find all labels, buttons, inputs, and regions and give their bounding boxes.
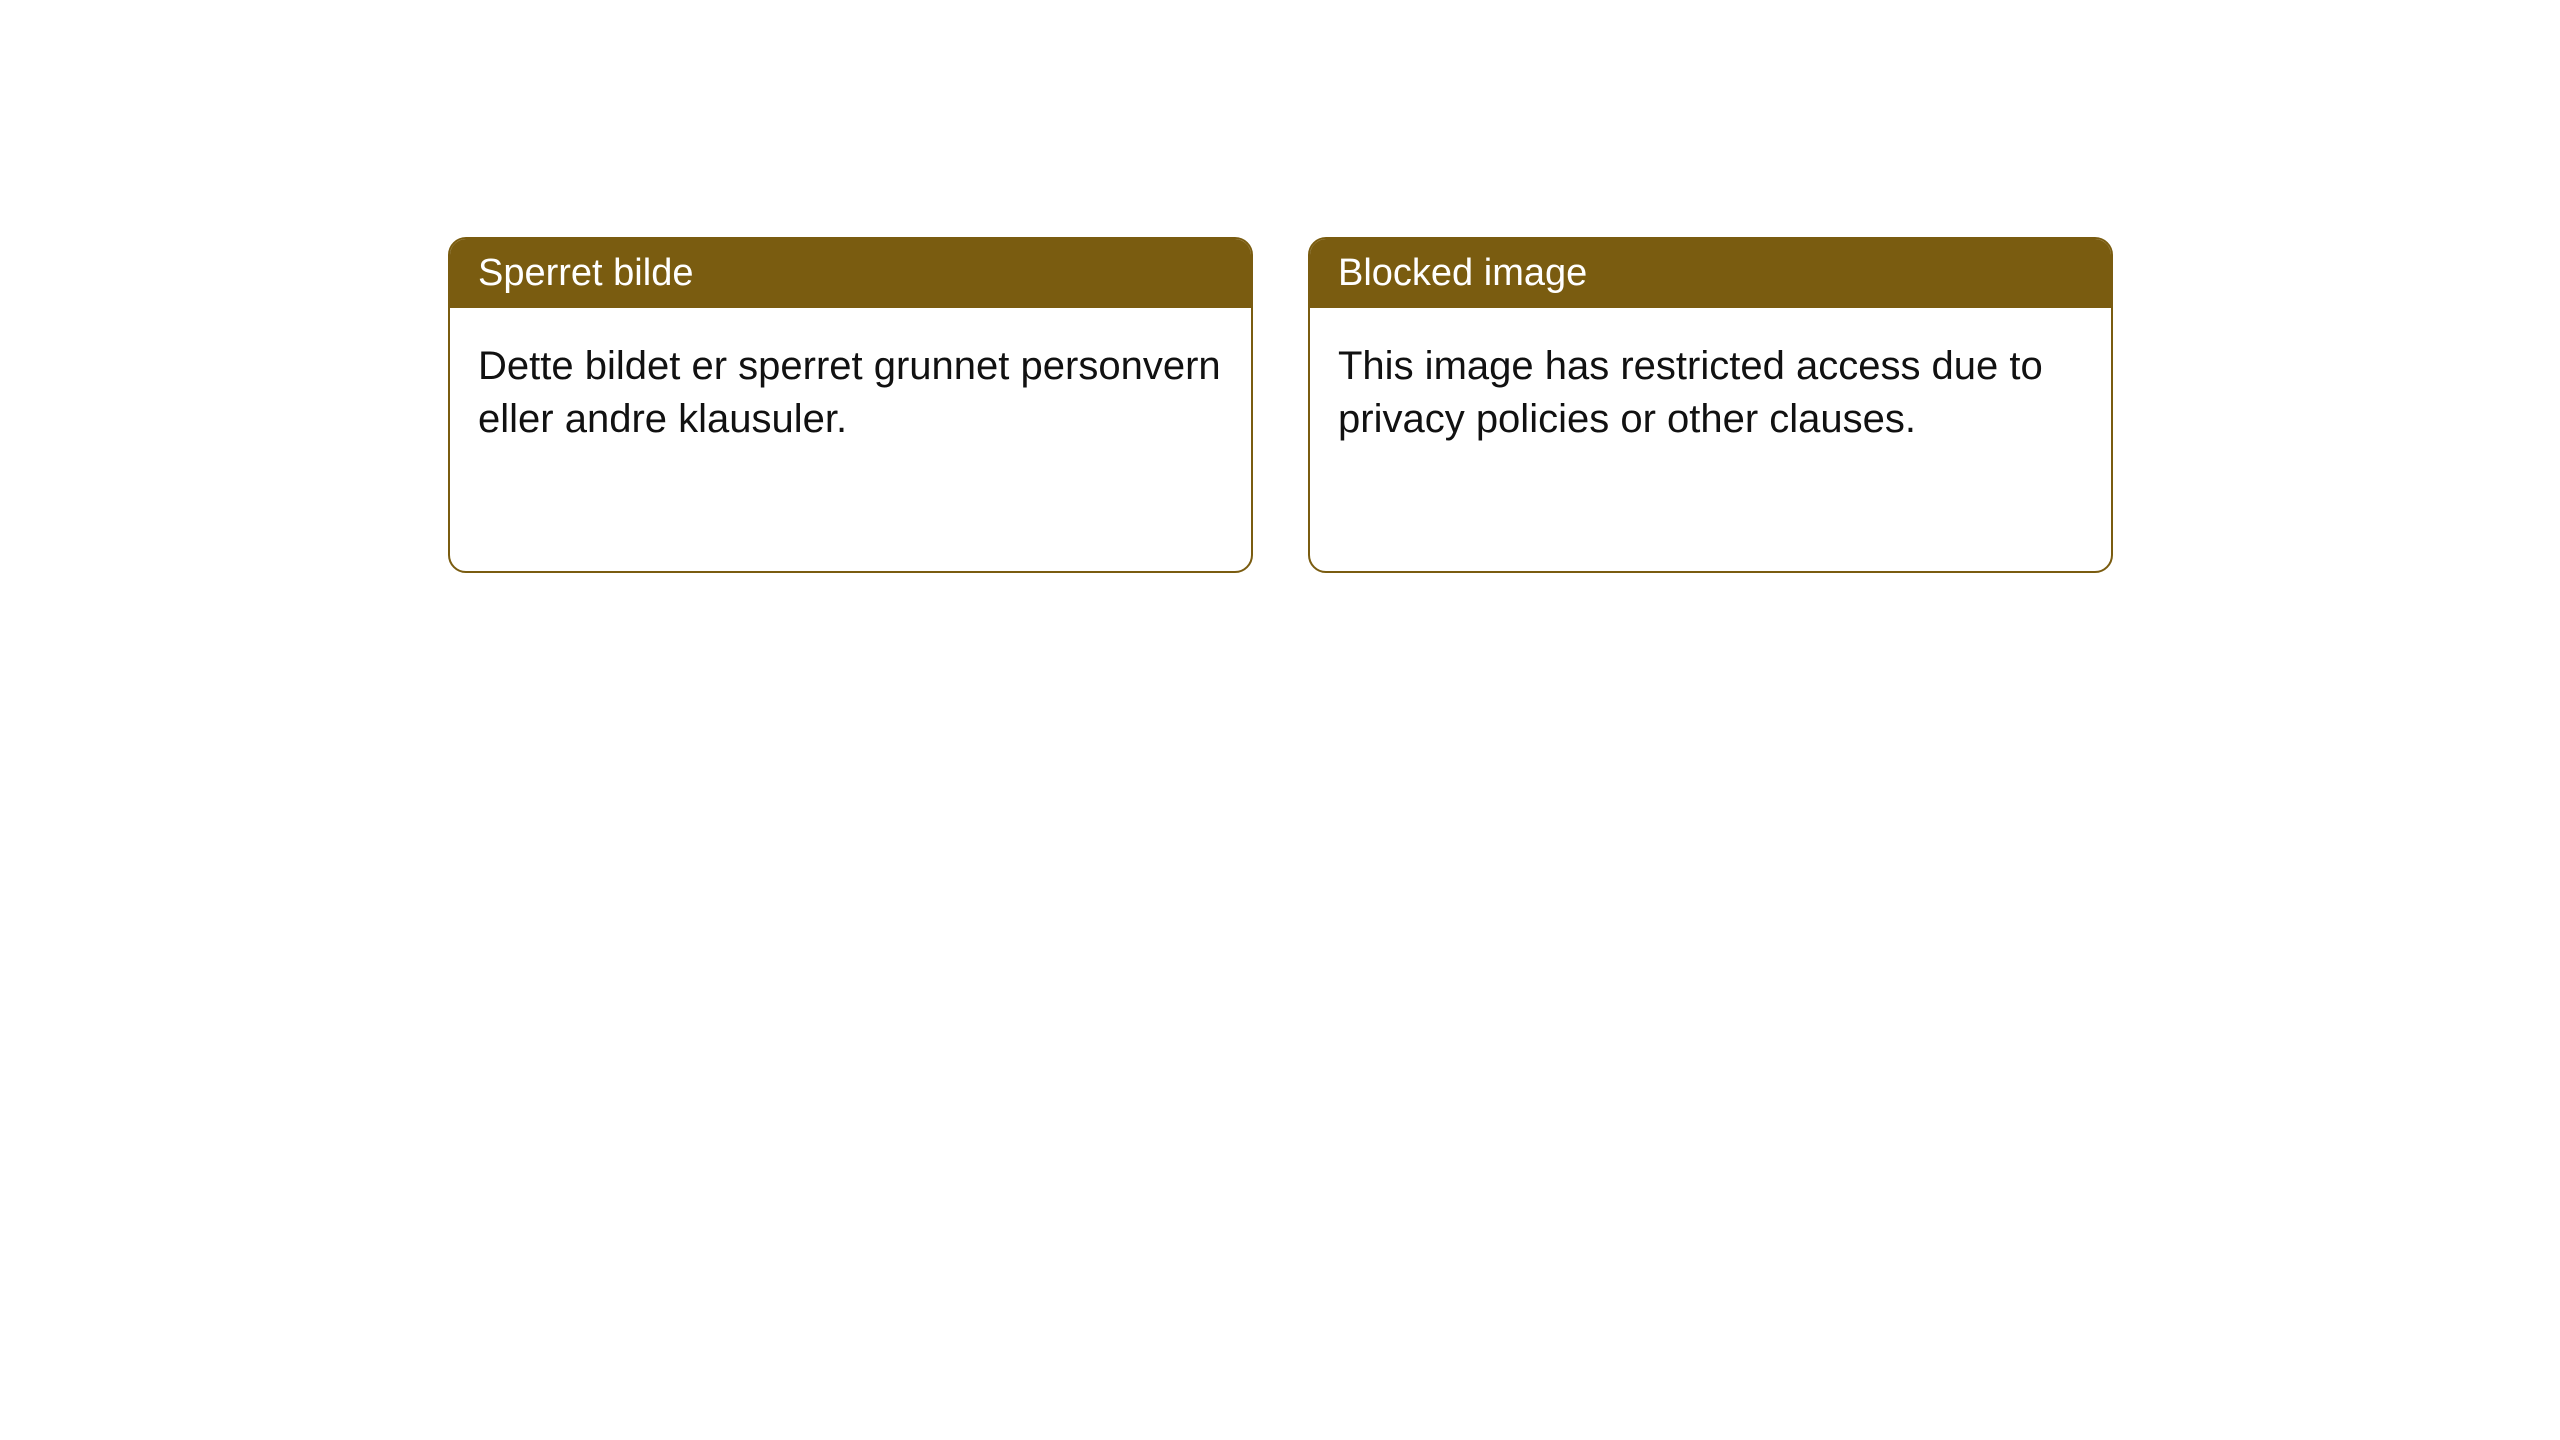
card-body: Dette bildet er sperret grunnet personve…	[450, 308, 1251, 478]
card-body-text: This image has restricted access due to …	[1338, 344, 2043, 441]
card-header: Sperret bilde	[450, 239, 1251, 308]
notice-card-english: Blocked image This image has restricted …	[1308, 237, 2113, 573]
notice-container: Sperret bilde Dette bildet er sperret gr…	[448, 237, 2113, 573]
card-header: Blocked image	[1310, 239, 2111, 308]
card-body: This image has restricted access due to …	[1310, 308, 2111, 478]
card-header-text: Sperret bilde	[478, 252, 693, 294]
card-header-text: Blocked image	[1338, 252, 1587, 294]
notice-card-norwegian: Sperret bilde Dette bildet er sperret gr…	[448, 237, 1253, 573]
card-body-text: Dette bildet er sperret grunnet personve…	[478, 344, 1221, 441]
